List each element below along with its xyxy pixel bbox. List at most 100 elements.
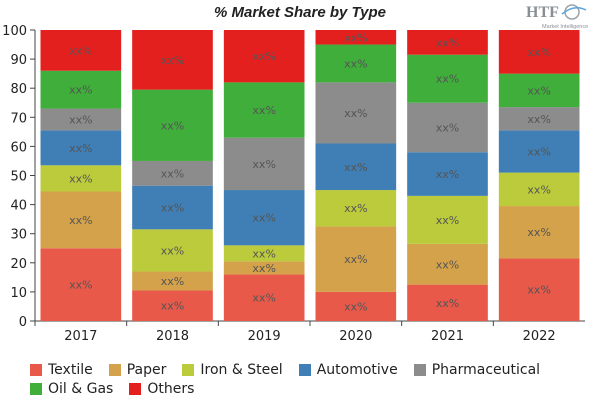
bar-segment [315, 291, 397, 321]
legend-label: Paper [126, 361, 167, 378]
segment-label: xx% [69, 84, 92, 97]
bar-segment [407, 243, 488, 285]
logo-text: HTF [526, 4, 559, 21]
bar-segment [407, 54, 488, 103]
segment-label: xx% [161, 54, 184, 67]
bar-segment [40, 191, 122, 249]
x-tick-label: 2018 [156, 329, 189, 344]
bar-segment [223, 245, 305, 262]
segment-label: xx% [527, 84, 550, 97]
bar-segment [40, 130, 122, 166]
segment-label: xx% [344, 57, 367, 70]
bar-stack-2017: xx% xx% xx% xx% xx% xx% xx% [40, 30, 122, 321]
segment-label: xx% [344, 31, 367, 44]
logo-subtext: Market Intelligence [542, 24, 588, 30]
bar-segment [40, 248, 122, 321]
segment-label: xx% [436, 168, 459, 181]
legend-label: Others [147, 380, 195, 397]
bar-segment [498, 107, 580, 131]
bar-segment [223, 82, 305, 138]
segment-label: xx% [436, 36, 459, 49]
bar-segment [315, 226, 397, 292]
bar-segment [40, 108, 122, 131]
bar-stack-2019: xx% xx% xx% xx% xx% xx% xx% [223, 30, 305, 321]
bar-segment [223, 190, 305, 246]
y-tick-label: 0 [19, 315, 27, 330]
legend-swatch [30, 363, 42, 376]
bar-segment [407, 152, 488, 196]
legend-label: Oil & Gas [48, 380, 114, 397]
segment-label: xx% [527, 145, 550, 158]
segment-label: xx% [527, 46, 550, 59]
bar-stack-2022: xx% xx% xx% xx% xx% xx% xx% [498, 30, 580, 321]
segment-label: xx% [69, 142, 92, 155]
y-tick-label: 50 [10, 170, 27, 185]
x-tick-label: 2017 [64, 329, 97, 344]
legend-label: Pharmaceutical [431, 361, 541, 378]
segment-label: xx% [436, 258, 459, 271]
legend-swatch [413, 363, 426, 376]
y-tick-label: 60 [10, 140, 27, 155]
bar-segment [223, 137, 305, 191]
bar-stack-2021: xx% xx% xx% xx% xx% xx% xx% [407, 30, 488, 321]
legend-swatch [182, 363, 195, 376]
segment-label: xx% [436, 121, 459, 134]
segment-label: xx% [161, 119, 184, 132]
legend-row: Oil & Gas Others [30, 379, 590, 398]
y-tick-label: 100 [2, 24, 27, 39]
y-tick-label: 40 [10, 199, 27, 214]
x-tick-label: 2021 [431, 329, 464, 344]
bar-segment [40, 70, 122, 109]
segment-label: xx% [527, 226, 550, 239]
segment-label: xx% [69, 113, 92, 126]
segment-label: xx% [69, 172, 92, 185]
segment-label: xx% [252, 292, 275, 305]
legend-item: Oil & Gas [30, 381, 113, 397]
segment-label: xx% [436, 73, 459, 86]
bar-segment [223, 274, 305, 321]
bar-segment [315, 143, 397, 191]
chart-title: % Market Share by Type [213, 4, 386, 21]
segment-label: xx% [161, 300, 184, 313]
x-tick-label: 2020 [339, 329, 372, 344]
segment-label: xx% [69, 44, 92, 57]
segment-label: xx% [161, 275, 184, 288]
segment-label: xx% [344, 253, 367, 266]
bar-segment [132, 30, 213, 90]
x-axis: 2017 2018 2019 2020 2021 2022 [34, 320, 585, 344]
bar-stack-2020: xx% xx% xx% xx% xx% xx% xx% [315, 30, 397, 321]
segment-label: xx% [161, 167, 184, 180]
bar-segment [132, 89, 213, 161]
legend-swatch [108, 363, 121, 376]
bar-segment [132, 290, 213, 321]
y-tick-label: 30 [10, 228, 27, 243]
segment-label: xx% [69, 279, 92, 292]
bar-stack-2018: xx% xx% xx% xx% xx% xx% xx% [132, 30, 213, 321]
logo-swoosh-icon [561, 7, 587, 15]
legend-item: Paper [108, 361, 167, 378]
bar-segment [498, 30, 580, 74]
segment-label: xx% [252, 104, 275, 117]
legend-label: Iron & Steel [200, 361, 283, 378]
y-tick-label: 10 [10, 286, 27, 301]
segment-label: xx% [436, 214, 459, 227]
segment-label: xx% [436, 297, 459, 310]
legend-swatch [30, 382, 42, 395]
bar-segment [498, 130, 580, 173]
segment-label: xx% [527, 113, 550, 126]
y-tick-label: 80 [10, 82, 27, 97]
legend-swatch [298, 363, 311, 376]
legend-item: Others [129, 381, 194, 397]
legend-item: Textile [30, 362, 93, 378]
legend: Textile Paper Iron & Steel Automotive Pharma… [30, 360, 590, 398]
segment-label: xx% [252, 158, 275, 171]
legend-label: Textile [48, 361, 93, 378]
segment-label: xx% [252, 247, 275, 260]
legend-item: Iron & Steel [182, 361, 283, 378]
segment-label: xx% [527, 284, 550, 297]
bar-segment [315, 44, 397, 83]
segment-label: xx% [252, 262, 275, 275]
bar-segment [407, 30, 488, 55]
legend-item: Automotive [298, 362, 398, 378]
